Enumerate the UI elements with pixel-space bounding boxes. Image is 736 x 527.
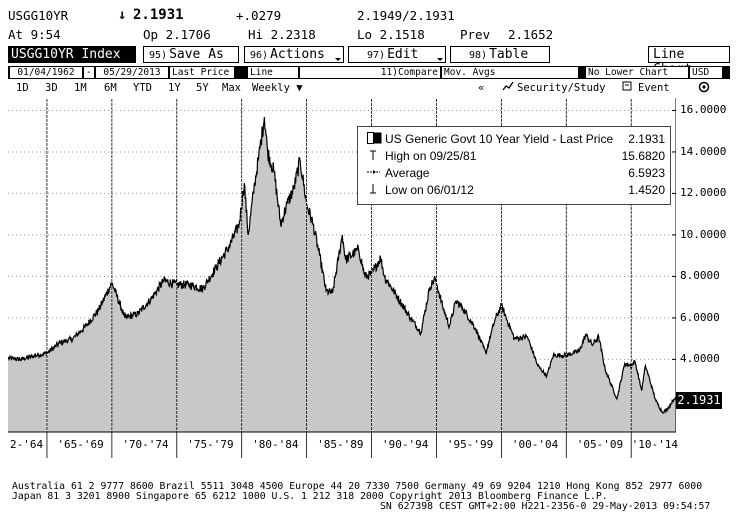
legend-low-value: 1.4520 [628, 183, 665, 197]
y-tick-label: 16.0000 [680, 103, 727, 117]
y-tick-label: 14.0000 [680, 144, 727, 158]
lower-chart-select[interactable]: No Lower Chart [586, 67, 688, 78]
x-tick-label: 2-'64 [10, 438, 44, 451]
net-change: +.0279 [236, 8, 282, 23]
actions-dropdown-icon [335, 58, 341, 61]
settings-gear-icon[interactable] [698, 81, 710, 97]
chart-legend: US Generic Govt 10 Year Yield - Last Pri… [357, 126, 671, 205]
period-6m[interactable]: 6M [104, 82, 117, 94]
edit-num: 97) [367, 50, 386, 61]
collapse-icon[interactable]: « [478, 82, 485, 94]
edit-label: Edit [387, 47, 419, 62]
period-bar: 1D 3D 1M 6M YTD 1Y 5Y Max Weekly ▼ « Sec… [8, 81, 730, 95]
y-tick-label: 12.0000 [680, 186, 727, 200]
ticker: USGG10YR [8, 8, 69, 23]
series-swatch-icon [367, 131, 383, 149]
y-tick-label: 8.0000 [680, 269, 720, 283]
table-button[interactable]: 98) Table [450, 46, 550, 63]
quote-time: At 9:54 [8, 27, 61, 42]
legend-series-row: US Generic Govt 10 Year Yield - Last Pri… [358, 131, 670, 147]
save-as-num: 95) [149, 50, 168, 61]
period-ytd[interactable]: YTD [133, 82, 152, 94]
series-area [8, 117, 676, 432]
settings-bar: 01/04/1962 - 05/29/2013 Last Price Line … [8, 66, 730, 79]
save-as-button[interactable]: 95) Save As [143, 46, 239, 63]
series-line [8, 117, 676, 414]
bid-ask: 2.1949/2.1931 [357, 8, 455, 23]
x-tick-label: '10-'14 [631, 438, 678, 451]
x-tick-label: '80-'84 [252, 438, 299, 451]
toolbar: USGG10YR Index 95) Save As 96) Actions 97)… [8, 46, 730, 77]
y-tick-label: 4.0000 [680, 352, 720, 366]
actions-num: 96) [250, 50, 269, 61]
period-1m[interactable]: 1M [74, 82, 87, 94]
event-icon[interactable] [622, 81, 633, 96]
x-tick-label: '00-'04 [511, 438, 559, 451]
x-tick-label: '05-'09 [576, 438, 624, 451]
table-label: Table [489, 47, 529, 62]
compare-button[interactable]: 11)Compare [300, 67, 440, 78]
y-tick-label: 10.0000 [680, 227, 727, 241]
footer-timestamp: SN 627398 CEST GMT+2:00 H221-2356-0 29-M… [380, 501, 711, 512]
x-tick-label: '75-'79 [187, 438, 234, 451]
end-date-field[interactable]: 05/29/2013 [96, 67, 168, 78]
last-price: 2.1931 [133, 7, 184, 23]
actions-label: Actions [270, 47, 325, 62]
mov-avgs-button[interactable]: Mov. Avgs [442, 67, 578, 78]
x-tick-label: '95-'99 [446, 438, 494, 451]
prev-label: Prev [460, 27, 491, 42]
period-3d[interactable]: 3D [45, 82, 58, 94]
legend-high-value: 15.6820 [621, 149, 665, 163]
low-price: Lo 2.1518 [357, 27, 425, 42]
legend-high-row: High on 09/25/81 15.6820 [358, 148, 670, 164]
date-dash: - [84, 67, 94, 78]
y-tick-label: 6.0000 [680, 310, 720, 324]
open-price: Op 2.1706 [143, 27, 211, 42]
legend-average-row: Average 6.5923 [358, 165, 670, 181]
legend-average-value: 6.5923 [628, 166, 665, 180]
legend-series-label: US Generic Govt 10 Year Yield - Last Pri… [385, 132, 614, 146]
footer-contacts-line2: Japan 81 3 3201 8900 Singapore 65 6212 1… [12, 491, 608, 502]
line-type-select[interactable]: Line [248, 67, 298, 78]
chart-type-select[interactable]: Line Chart [648, 46, 730, 77]
price-field-select[interactable]: Last Price [170, 67, 234, 78]
legend-low-label: Low on 06/01/12 [385, 183, 474, 197]
period-1d[interactable]: 1D [16, 82, 29, 94]
currency-select[interactable]: USD [690, 67, 722, 78]
x-tick-label: '65-'69 [57, 438, 104, 451]
period-max[interactable]: Max [222, 82, 241, 94]
x-tick-label: '70-'74 [122, 438, 169, 451]
start-date-field[interactable]: 01/04/1962 [10, 67, 82, 78]
high-price: Hi 2.2318 [248, 27, 316, 42]
x-tick-label: '85-'89 [317, 438, 364, 451]
period-5y[interactable]: 5Y [196, 82, 209, 94]
legend-average-label: Average [385, 166, 430, 180]
legend-high-label: High on 09/25/81 [385, 149, 477, 163]
security-study-icon[interactable] [502, 81, 514, 96]
high-marker-icon [367, 148, 379, 166]
save-as-label: Save As [169, 47, 224, 62]
table-num: 98) [469, 50, 488, 61]
frequency-select[interactable]: Weekly ▼ [252, 82, 303, 94]
period-1y[interactable]: 1Y [168, 82, 181, 94]
x-tick-label: '90-'94 [381, 438, 429, 451]
security-study-button[interactable]: Security/Study [517, 82, 606, 94]
actions-button[interactable]: 96) Actions [244, 46, 344, 63]
legend-series-value: 2.1931 [628, 132, 665, 146]
low-marker-icon [367, 182, 379, 200]
last-price-badge: 2.1931 [676, 392, 722, 409]
last-arrow-icon: ↓ [118, 7, 127, 23]
average-marker-icon [367, 165, 381, 183]
edit-button[interactable]: 97) Edit [348, 46, 446, 63]
prev-price: 2.1652 [508, 27, 554, 42]
footer-contacts-line1: Australia 61 2 9777 8600 Brazil 5511 304… [12, 481, 703, 492]
legend-low-row: Low on 06/01/12 1.4520 [358, 182, 670, 198]
event-button[interactable]: Event [638, 82, 670, 94]
edit-dropdown-icon [437, 58, 443, 61]
security-field[interactable]: USGG10YR Index [8, 46, 136, 63]
